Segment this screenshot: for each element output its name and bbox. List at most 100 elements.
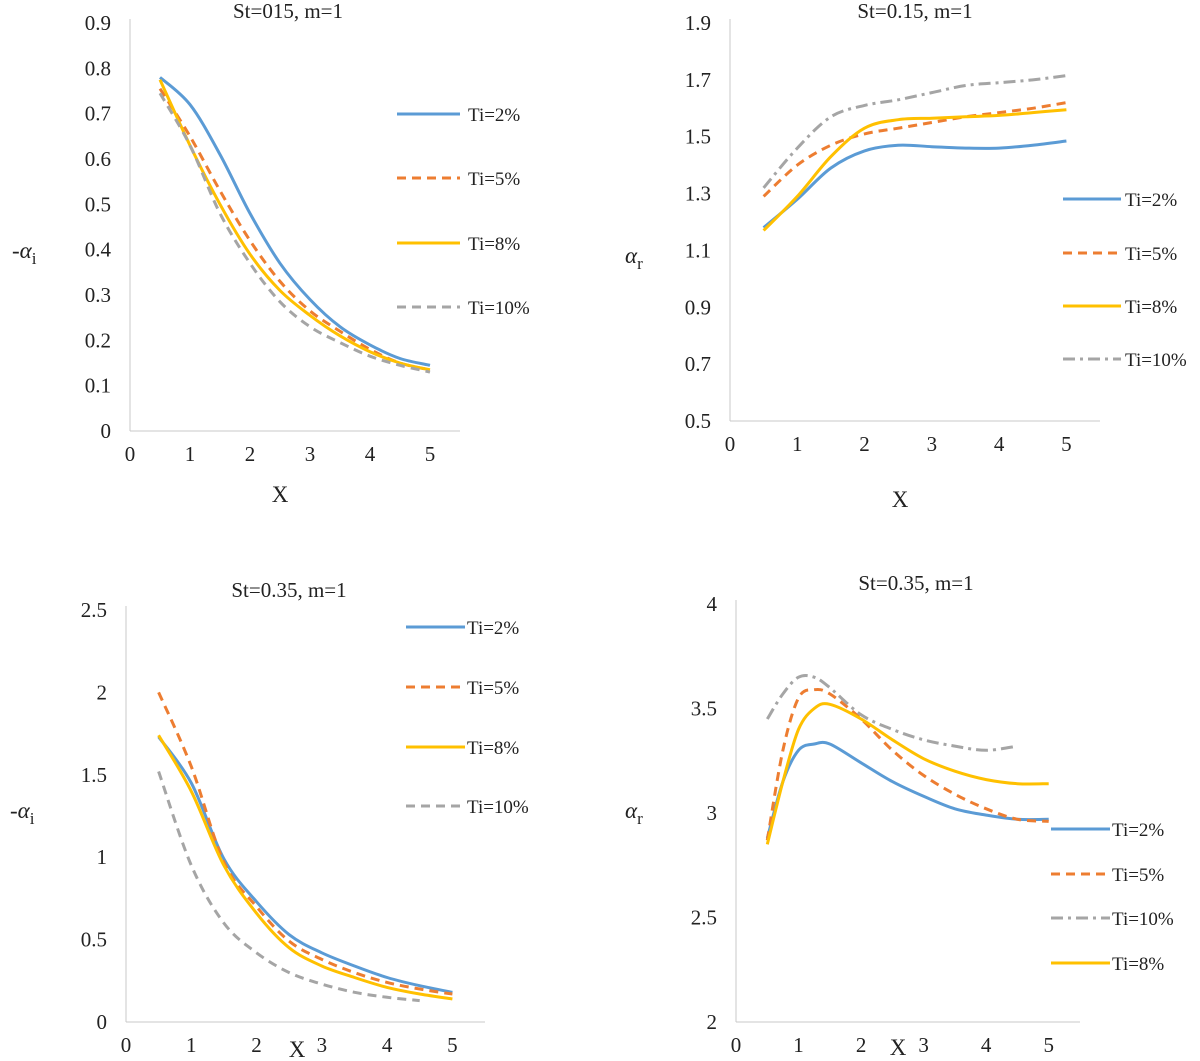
y-axis-label-main: α [625,798,638,823]
legend-label: Ti=10% [467,797,529,818]
y-tick-label: 2 [707,1010,718,1034]
x-tick-label: 4 [981,1033,992,1057]
x-tick-label: 5 [1043,1033,1054,1057]
y-axis-label-main: -α [10,798,31,823]
chart-panel-1: 0 0.1 0.2 0.3 0.4 0.5 0.6 0.7 0.8 0.9 0 1 2 3 4 5 St=015… [12,0,530,507]
x-tick-label: 3 [927,432,938,456]
chart-panel-2: 0.5 0.7 0.9 1.1 1.3 1.5 1.7 1.9 0 1 2 3 4 5 St=0.15, m… [625,0,1187,512]
y-tick-label: 0.5 [81,928,107,952]
series-line-Ti2 [762,139,1067,229]
chart-title: St=015, m=1 [233,0,343,23]
y-tick-label: 0 [97,1010,108,1034]
x-tick-label: 5 [1061,432,1072,456]
y-tick-label: 2 [97,680,108,704]
y-tick-label: 0.1 [85,374,111,398]
x-tick-label: 1 [793,1033,804,1057]
x-tick-label: 0 [121,1033,132,1057]
x-axis-label: X [892,487,909,512]
x-tick-label: 3 [305,442,316,466]
y-axis-label: -αi [12,238,37,268]
x-tick-label: 4 [382,1033,393,1057]
x-axis-label: X [289,1037,306,1061]
x-tick-label: 2 [245,442,256,466]
x-tick-label: 5 [447,1033,458,1057]
series-line-Ti10 [158,92,431,374]
y-tick-label: 4 [707,592,718,616]
x-tick-label: 2 [856,1033,867,1057]
series-line-Ti5 [762,101,1067,198]
series-line-Ti10 [766,673,1018,752]
series-line-Ti5 [765,687,1049,841]
y-tick-label: 0.9 [85,11,111,35]
y-tick-label: 0.3 [85,283,111,307]
series-line-Ti2 [765,740,1049,839]
y-tick-label: 1.5 [685,125,711,149]
y-axis-label: αr [625,243,643,273]
legend-label: Ti=2% [467,618,519,639]
y-axis-label-sub: r [637,254,643,273]
x-tick-label: 1 [792,432,803,456]
chart-title: St=0.35, m=1 [231,578,346,602]
x-axis-label: X [890,1035,907,1060]
y-tick-label: 3 [707,801,718,825]
chart-title: St=0.15, m=1 [857,0,972,23]
x-tick-label: 0 [125,442,136,466]
series-line-Ti10 [762,74,1067,189]
series-line-Ti2 [158,76,431,367]
y-tick-label: 1.7 [685,68,711,92]
x-tick-label: 1 [185,442,196,466]
legend-label: Ti=2% [1125,190,1177,211]
x-tick-label: 1 [186,1033,197,1057]
x-tick-label: 3 [918,1033,929,1057]
legend-label: Ti=2% [468,105,520,126]
y-tick-label: 1.1 [685,238,711,262]
y-tick-label: 0.5 [685,409,711,433]
x-tick-label: 4 [365,442,376,466]
y-axis-label-main: α [625,243,638,268]
series-line-Ti8 [765,702,1049,845]
legend-label: Ti=5% [468,169,520,190]
x-tick-label: 2 [251,1033,262,1057]
y-axis-label-sub: r [637,809,643,828]
y-axis-label-sub: i [32,249,37,268]
legend-label: Ti=10% [1112,909,1174,930]
y-axis-label: αr [625,798,643,828]
x-tick-label: 5 [425,442,436,466]
chart-title: St=0.35, m=1 [858,571,973,595]
x-tick-label: 0 [731,1033,742,1057]
y-tick-label: 0.4 [85,238,112,262]
y-tick-label: 3.5 [691,697,717,721]
x-tick-label: 3 [317,1033,328,1057]
x-tick-label: 2 [859,432,870,456]
legend-label: Ti=5% [1112,865,1164,886]
y-tick-label: 0.9 [685,295,711,319]
y-tick-label: 2.5 [81,598,107,622]
y-tick-label: 1.3 [685,182,711,206]
y-tick-label: 0 [101,419,112,443]
y-tick-label: 0.6 [85,147,111,171]
y-axis-label-main: -α [12,238,33,263]
series-line-Ti8 [158,79,431,372]
chart-panel-3: 0 0.5 1 1.5 2 2.5 0 1 2 3 4 5 St=0.35, m=1 X -αi Ti=2% T… [10,578,529,1061]
y-tick-label: 1.9 [685,11,711,35]
legend-label: Ti=5% [467,678,519,699]
legend-label: Ti=10% [468,298,530,319]
legend-label: Ti=2% [1112,820,1164,841]
series-line-Ti5 [157,691,453,996]
x-tick-label: 4 [994,432,1005,456]
legend-label: Ti=8% [1112,954,1164,975]
y-tick-label: 1 [97,845,108,869]
y-tick-label: 0.2 [85,328,111,352]
y-tick-label: 0.7 [685,352,711,376]
legend-label: Ti=8% [468,234,520,255]
series-line-Ti10 [157,771,420,1003]
y-tick-label: 0.5 [85,192,111,216]
legend-label: Ti=10% [1125,350,1187,371]
chart-panel-4: 2 2.5 3 3.5 4 0 1 2 3 4 5 St=0.35, m=1 Xαr Ti=2% Ti=5%… [625,571,1174,1060]
legend-label: Ti=5% [1125,244,1177,265]
y-axis-label: -αi [10,798,35,828]
legend-label: Ti=8% [467,738,519,759]
y-tick-label: 0.8 [85,56,111,80]
series-line-Ti2 [157,736,453,994]
